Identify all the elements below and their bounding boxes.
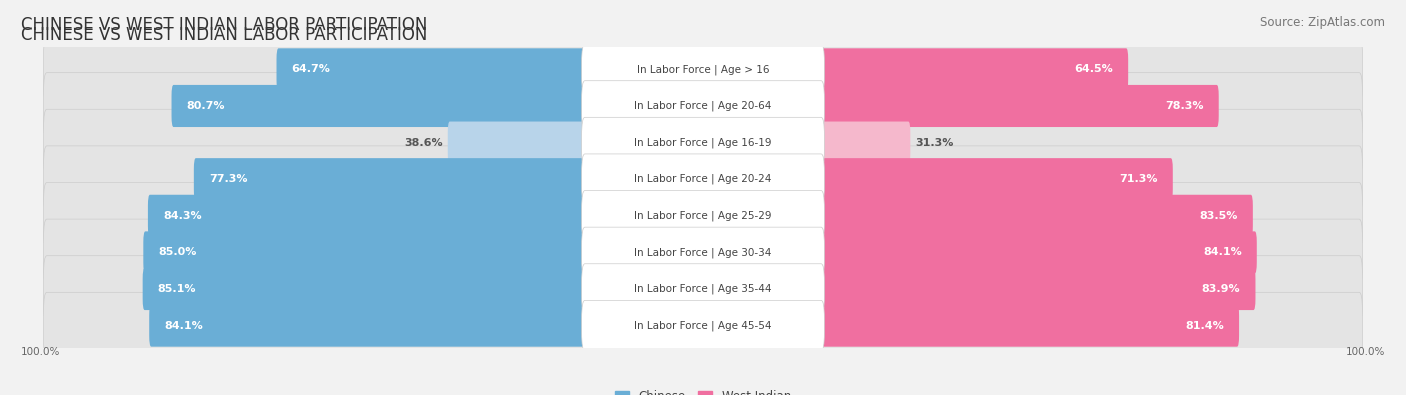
FancyBboxPatch shape [582,81,824,131]
Text: 78.3%: 78.3% [1166,101,1204,111]
FancyBboxPatch shape [44,292,1362,359]
Text: 71.3%: 71.3% [1119,174,1157,184]
Text: In Labor Force | Age 20-64: In Labor Force | Age 20-64 [634,101,772,111]
FancyBboxPatch shape [44,182,1362,249]
FancyBboxPatch shape [44,146,1362,213]
Text: 84.3%: 84.3% [163,211,201,221]
Text: 64.7%: 64.7% [291,64,330,74]
Text: CHINESE VS WEST INDIAN LABOR PARTICIPATION: CHINESE VS WEST INDIAN LABOR PARTICIPATI… [21,16,427,34]
Text: 84.1%: 84.1% [1204,247,1241,258]
Text: In Labor Force | Age 25-29: In Labor Force | Age 25-29 [634,211,772,221]
FancyBboxPatch shape [582,44,824,95]
FancyBboxPatch shape [702,195,1253,237]
FancyBboxPatch shape [702,231,1257,273]
Text: 77.3%: 77.3% [209,174,247,184]
FancyBboxPatch shape [582,190,824,241]
FancyBboxPatch shape [702,268,1256,310]
Text: 100.0%: 100.0% [21,347,60,357]
Text: Source: ZipAtlas.com: Source: ZipAtlas.com [1260,16,1385,29]
FancyBboxPatch shape [277,48,704,90]
FancyBboxPatch shape [582,154,824,205]
Text: 38.6%: 38.6% [405,137,443,148]
FancyBboxPatch shape [702,158,1173,200]
Legend: Chinese, West Indian: Chinese, West Indian [610,385,796,395]
Text: In Labor Force | Age 30-34: In Labor Force | Age 30-34 [634,247,772,258]
Text: 83.9%: 83.9% [1202,284,1240,294]
Text: 85.1%: 85.1% [157,284,197,294]
Text: 31.3%: 31.3% [915,137,953,148]
FancyBboxPatch shape [44,109,1362,176]
FancyBboxPatch shape [44,256,1362,322]
Text: In Labor Force | Age 35-44: In Labor Force | Age 35-44 [634,284,772,294]
FancyBboxPatch shape [172,85,704,127]
FancyBboxPatch shape [447,122,704,164]
Text: In Labor Force | Age 45-54: In Labor Force | Age 45-54 [634,320,772,331]
FancyBboxPatch shape [582,264,824,314]
FancyBboxPatch shape [142,268,704,310]
FancyBboxPatch shape [702,305,1239,347]
FancyBboxPatch shape [582,227,824,278]
Text: 64.5%: 64.5% [1074,64,1114,74]
FancyBboxPatch shape [582,300,824,351]
Text: 85.0%: 85.0% [159,247,197,258]
Text: In Labor Force | Age 16-19: In Labor Force | Age 16-19 [634,137,772,148]
Text: 83.5%: 83.5% [1199,211,1237,221]
FancyBboxPatch shape [44,219,1362,286]
Text: 100.0%: 100.0% [1346,347,1385,357]
FancyBboxPatch shape [143,231,704,273]
Text: CHINESE VS WEST INDIAN LABOR PARTICIPATION: CHINESE VS WEST INDIAN LABOR PARTICIPATI… [21,26,427,44]
FancyBboxPatch shape [582,117,824,168]
Text: In Labor Force | Age > 16: In Labor Force | Age > 16 [637,64,769,75]
Text: In Labor Force | Age 20-24: In Labor Force | Age 20-24 [634,174,772,184]
FancyBboxPatch shape [702,48,1128,90]
FancyBboxPatch shape [194,158,704,200]
FancyBboxPatch shape [702,85,1219,127]
FancyBboxPatch shape [148,195,704,237]
Text: 80.7%: 80.7% [187,101,225,111]
FancyBboxPatch shape [149,305,704,347]
Text: 84.1%: 84.1% [165,321,202,331]
Text: 81.4%: 81.4% [1185,321,1225,331]
FancyBboxPatch shape [44,73,1362,139]
FancyBboxPatch shape [44,36,1362,103]
FancyBboxPatch shape [702,122,910,164]
